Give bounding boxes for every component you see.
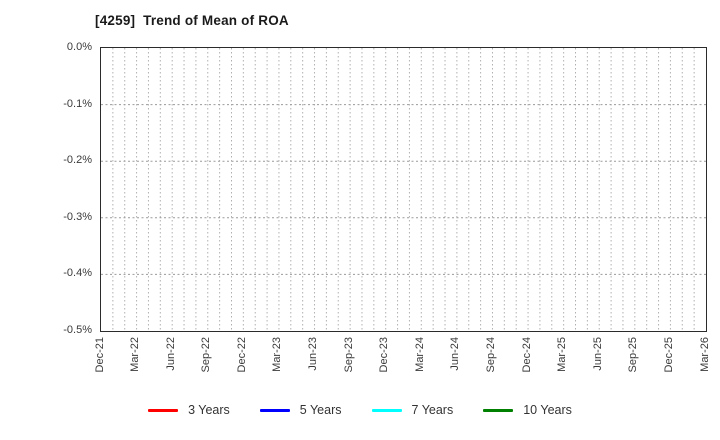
y-tick-label: -0.3% — [63, 210, 92, 223]
legend-item-5-years: 5 Years — [259, 403, 342, 417]
x-tick-label: Sep-23 — [342, 337, 355, 373]
grid-lines — [101, 48, 706, 331]
legend-label: 7 Years — [411, 403, 454, 417]
x-tick-label: Sep-22 — [200, 337, 213, 373]
x-tick-label: Mar-23 — [271, 337, 284, 372]
x-tick-label: Jun-24 — [449, 337, 462, 371]
x-tick-label: Dec-21 — [93, 337, 106, 373]
legend-line-swatch — [483, 408, 514, 412]
x-tick-label: Dec-24 — [520, 337, 533, 373]
x-tick-label: Dec-22 — [235, 337, 248, 373]
x-tick-label: Mar-24 — [413, 337, 426, 372]
x-tick-label: Mar-22 — [129, 337, 142, 372]
legend-label: 5 Years — [299, 403, 342, 417]
legend-item-10-years: 10 Years — [483, 403, 572, 417]
x-tick-label: Dec-23 — [378, 337, 391, 373]
legend-label: 10 Years — [523, 403, 572, 417]
x-tick-label: Jun-23 — [307, 337, 320, 371]
x-tick-label: Jun-22 — [164, 337, 177, 371]
plot-area — [100, 47, 707, 332]
x-tick-label: Jun-25 — [591, 337, 604, 371]
y-tick-label: -0.4% — [63, 267, 92, 280]
legend-label: 3 Years — [188, 403, 230, 417]
legend-line-swatch — [371, 408, 402, 412]
legend-line-swatch — [148, 408, 179, 412]
y-tick-label: -0.1% — [63, 97, 92, 110]
y-tick-label: -0.5% — [63, 324, 92, 336]
legend-item-7-years: 7 Years — [371, 403, 454, 417]
y-tick-label: 0.0% — [66, 41, 92, 53]
legend-item-3-years: 3 Years — [148, 403, 230, 417]
legend-line-swatch — [259, 408, 290, 412]
x-tick-label: Mar-25 — [556, 337, 569, 372]
x-tick-label: Sep-24 — [484, 337, 497, 373]
legend: 3 Years 5 Years 7 Years 10 Years — [0, 403, 720, 417]
chart-title: [4259] Trend of Mean of ROA — [95, 13, 289, 28]
x-tick-label: Mar-26 — [698, 337, 711, 372]
y-tick-label: -0.2% — [63, 154, 92, 167]
x-tick-label: Dec-25 — [662, 337, 675, 373]
x-tick-label: Sep-25 — [627, 337, 640, 373]
